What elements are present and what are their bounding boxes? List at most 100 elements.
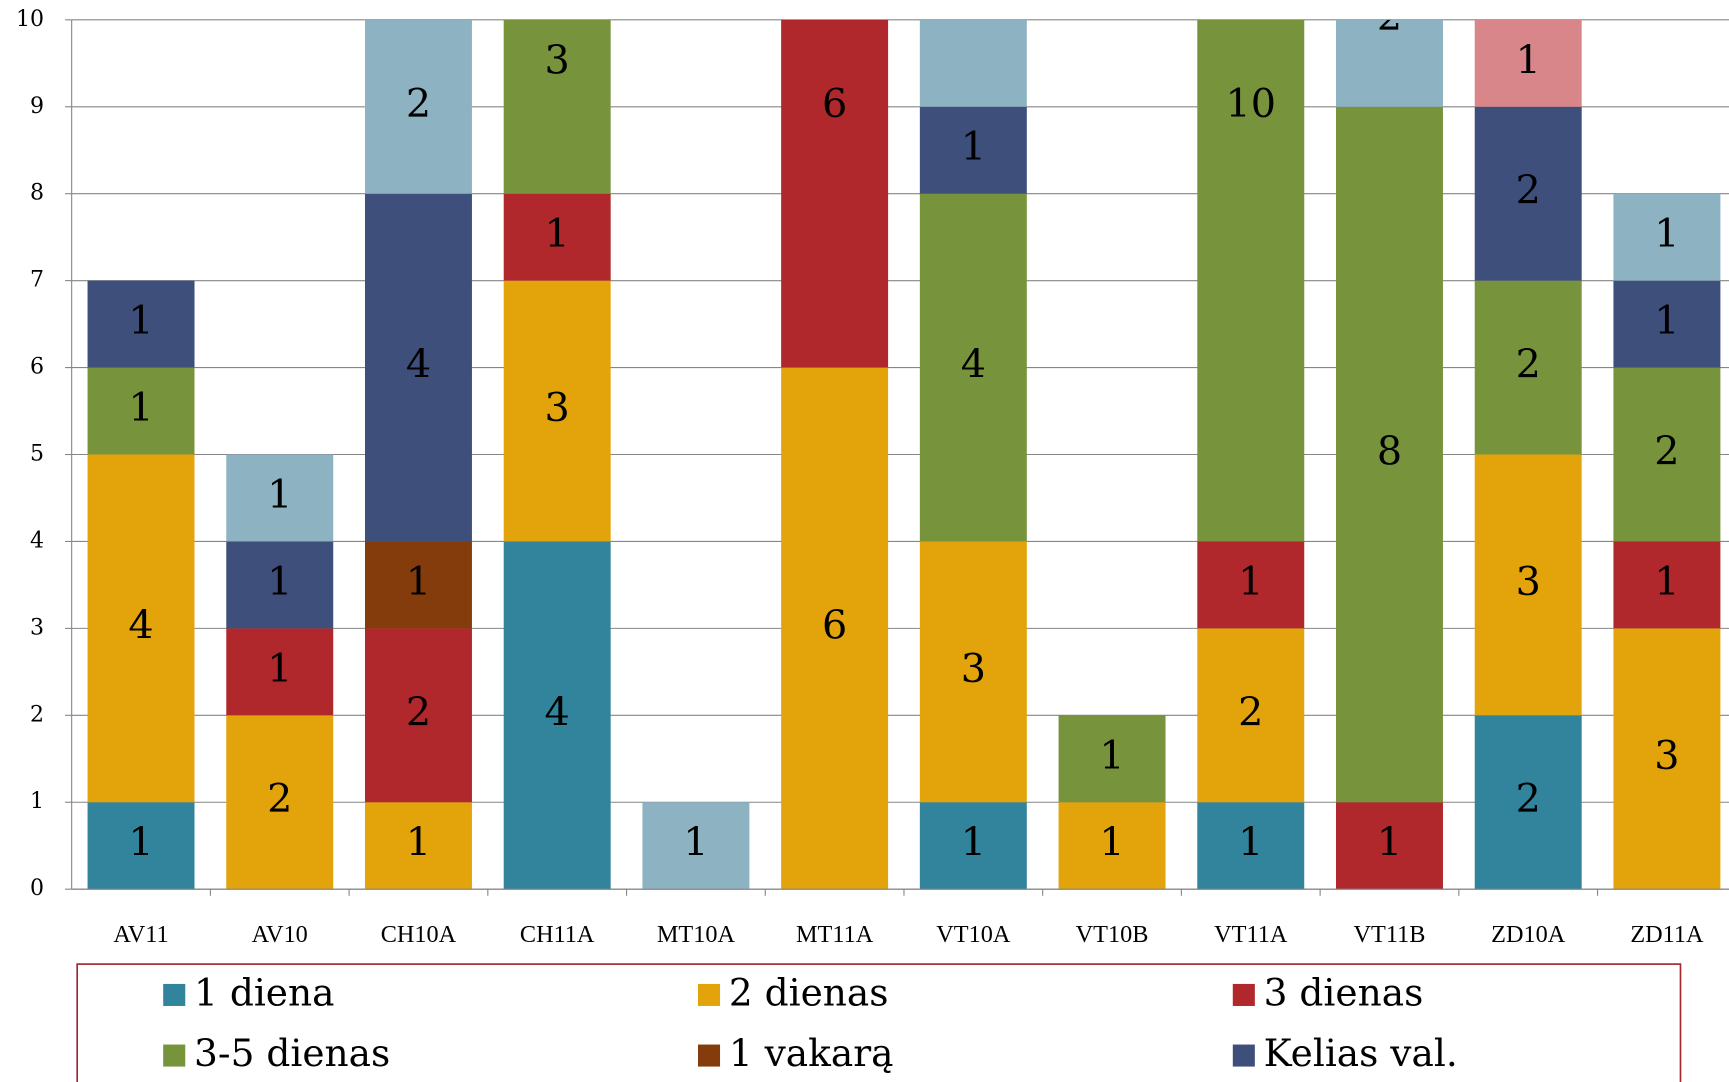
y-tick-label: 5 <box>30 442 44 467</box>
bar-segment <box>1474 280 1582 455</box>
bar-segment <box>1474 454 1582 716</box>
data-label: 1 <box>545 211 570 257</box>
y-tick-label: 6 <box>30 355 44 380</box>
y-tick-label: 3 <box>30 615 44 640</box>
bar-segment <box>919 193 1027 542</box>
data-label: 1 <box>267 646 292 692</box>
bar-segment <box>1058 802 1166 890</box>
x-tick-label: MT10A <box>657 921 736 948</box>
bar-segment <box>364 541 472 629</box>
data-label: 1 <box>1654 211 1679 257</box>
x-tick-label: AV10 <box>252 921 308 948</box>
legend-swatch <box>1232 983 1255 1006</box>
bar-segment <box>87 367 195 455</box>
bar-segment <box>1474 715 1582 890</box>
data-label: 1 <box>961 820 986 866</box>
bar-segment <box>87 454 195 803</box>
bar-segment <box>87 280 195 368</box>
data-label: 6 <box>822 81 847 127</box>
legend: 1 diena 2 dienas 3 dienas 3-5 dienas 1 vakar… <box>163 971 1458 1075</box>
data-label: 1 <box>1099 733 1124 779</box>
bar-segment <box>364 19 472 194</box>
data-label: 10 <box>1226 81 1277 127</box>
bar-segment <box>503 541 611 890</box>
data-label: 1 <box>406 559 431 605</box>
data-label: 1 <box>1654 298 1679 344</box>
bar-segment <box>87 802 195 890</box>
bar-segment <box>919 541 1027 803</box>
bar-segment <box>226 715 334 890</box>
bar-segment <box>364 802 472 890</box>
x-tick-label: CH10A <box>381 921 457 948</box>
bar-segment <box>1613 367 1721 542</box>
x-tick-label: CH11A <box>520 921 595 948</box>
bar-segment <box>503 193 611 281</box>
x-tick-label: VT10B <box>1076 921 1149 948</box>
data-label: 2 <box>1377 0 1402 40</box>
data-label: 2 <box>267 776 292 822</box>
data-label: 1 <box>128 385 153 431</box>
data-label: 4 <box>406 342 431 388</box>
data-label: 1 <box>1238 559 1263 605</box>
bar-segment <box>919 19 1027 107</box>
x-tick-label: VT11A <box>1214 921 1288 948</box>
legend-swatch <box>1232 1044 1255 1067</box>
bar-segment <box>226 454 334 542</box>
data-label: 6 <box>822 602 847 648</box>
bar-segment <box>1613 541 1721 629</box>
bar-segment <box>1197 628 1305 803</box>
y-tick-label: 1 <box>30 789 44 814</box>
bar-segment <box>1474 106 1582 281</box>
legend-swatch <box>163 1044 186 1067</box>
y-tick-label: 7 <box>30 268 44 293</box>
y-tick-label: 8 <box>30 181 44 206</box>
legend-label: 3 dienas <box>1264 971 1424 1015</box>
data-label: 2 <box>406 81 431 127</box>
legend-label: 1 vakarą <box>729 1031 894 1075</box>
legend-label: 1 diena <box>194 971 334 1015</box>
legend-label: 3-5 dienas <box>194 1031 390 1075</box>
bar-segment <box>1336 802 1443 890</box>
data-label: 2 <box>1238 689 1263 735</box>
bar-segment <box>503 19 611 194</box>
data-label: 1 <box>1516 37 1541 83</box>
bar-segment <box>919 802 1027 890</box>
bar-segment <box>1474 19 1582 107</box>
bar-segment <box>503 280 611 542</box>
bar-segment <box>1613 628 1721 890</box>
data-label: 4 <box>128 602 153 648</box>
data-label: 3 <box>1654 733 1679 779</box>
data-label: 2 <box>1516 776 1541 822</box>
data-label: 2 <box>1516 168 1541 214</box>
data-label: 1 <box>267 559 292 605</box>
y-tick-label: 2 <box>30 702 44 727</box>
x-tick-label: VT11B <box>1354 921 1426 948</box>
data-label: 2 <box>1516 342 1541 388</box>
x-tick-label: MT11A <box>796 921 874 948</box>
bar-segment <box>1197 541 1305 629</box>
data-label: 2 <box>406 689 431 735</box>
y-tick-label: 0 <box>30 876 44 901</box>
bar-segment <box>364 193 472 542</box>
x-tick-label: VT10A <box>936 921 1011 948</box>
axes: 0 1 2 3 4 5 6 7 8 9 10 AV11 AV10 CH10A CH11A MT10A MT11A… <box>16 7 1729 948</box>
data-label: 1 <box>406 820 431 866</box>
data-label: 8 <box>1377 429 1402 475</box>
data-label: 1 <box>1654 559 1679 605</box>
bar-segment <box>1197 802 1305 890</box>
data-label: 1 <box>128 820 153 866</box>
bars: 1 4 1 1 2 1 1 1 1 2 1 4 2 4 3 1 3 1 6 6 1 3 4 1 3 1 1 1 2 1 10 1 8 2 2 3 2 2 1… <box>87 0 1721 890</box>
bar-segment <box>226 628 334 716</box>
data-label: 1 <box>1377 820 1402 866</box>
bar-segment <box>364 628 472 803</box>
data-label: 1 <box>683 820 708 866</box>
bar-segment <box>1613 193 1721 281</box>
bar-segment <box>1336 106 1443 803</box>
legend-swatch <box>697 1044 721 1067</box>
x-tick-label: AV11 <box>113 921 168 948</box>
x-tick-label: ZD11A <box>1630 921 1704 948</box>
bar-segment <box>642 802 750 890</box>
data-label: 4 <box>545 689 570 735</box>
legend-swatch <box>697 983 721 1006</box>
